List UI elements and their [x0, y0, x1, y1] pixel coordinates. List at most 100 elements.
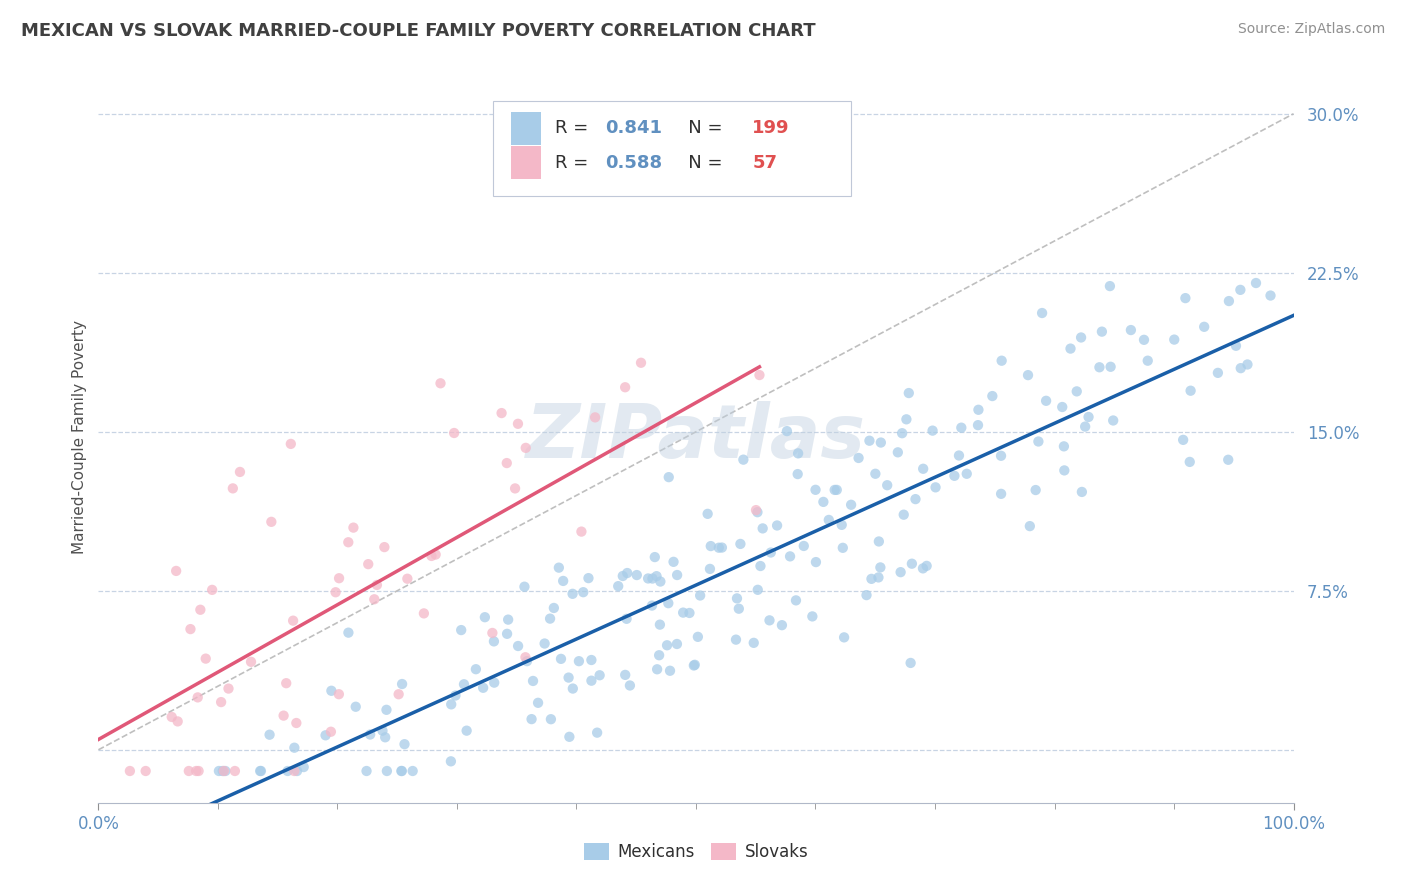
Point [557, 671, 579, 685]
Point [858, 434, 880, 448]
Point [583, 410, 606, 425]
Point [373, 540, 395, 554]
Point [637, 572, 659, 586]
Point [900, 656, 922, 670]
Point [315, 728, 337, 742]
Point [869, 435, 891, 450]
Point [1192, 319, 1215, 334]
Point [281, 614, 304, 628]
Point [187, 690, 209, 705]
Point [527, 696, 550, 710]
Point [482, 634, 505, 648]
Point [1059, 342, 1081, 356]
Point [586, 725, 609, 739]
Point [285, 716, 308, 731]
Point [214, 764, 236, 778]
Point [786, 467, 808, 481]
Point [375, 764, 398, 778]
Point [118, 764, 141, 778]
Point [578, 571, 600, 585]
Point [641, 572, 664, 586]
Bar [510, 146, 541, 179]
Point [785, 593, 807, 607]
Point [337, 625, 360, 640]
Point [943, 468, 966, 483]
Point [1236, 358, 1258, 372]
Point [700, 539, 723, 553]
Point [832, 631, 855, 645]
Text: 57: 57 [752, 153, 778, 172]
Point [1053, 463, 1076, 477]
Point [1260, 288, 1282, 302]
Point [1070, 484, 1092, 499]
Point [394, 737, 416, 751]
Point [209, 695, 232, 709]
Point [1017, 368, 1039, 383]
Point [793, 539, 815, 553]
Point [707, 541, 730, 555]
Point [1180, 384, 1202, 398]
Point [915, 558, 938, 573]
Point [658, 470, 681, 484]
Point [727, 601, 749, 615]
Point [224, 764, 246, 778]
Point [645, 569, 668, 583]
Point [1119, 323, 1142, 337]
Point [1244, 276, 1267, 290]
Point [260, 515, 283, 529]
Point [166, 714, 188, 729]
Point [491, 406, 513, 420]
Point [540, 712, 562, 726]
Point [758, 613, 780, 627]
Point [825, 483, 848, 497]
Point [682, 658, 704, 673]
Point [648, 617, 671, 632]
Point [328, 687, 350, 701]
Point [725, 591, 748, 606]
Point [759, 545, 782, 559]
Point [420, 549, 443, 563]
Point [547, 560, 569, 574]
Point [211, 764, 233, 778]
Point [860, 572, 883, 586]
Point [588, 668, 610, 682]
Point [240, 655, 263, 669]
Point [135, 764, 157, 778]
Point [626, 568, 648, 582]
Point [259, 728, 281, 742]
Point [641, 599, 664, 613]
Point [911, 561, 934, 575]
Point [165, 564, 187, 578]
Y-axis label: Married-Couple Family Poverty: Married-Couple Family Poverty [72, 320, 87, 554]
Point [893, 508, 915, 522]
Point [990, 353, 1012, 368]
Point [503, 482, 526, 496]
Point [1163, 333, 1185, 347]
Point [1225, 339, 1247, 353]
Point [956, 467, 979, 481]
Point [1174, 291, 1197, 305]
Text: MEXICAN VS SLOVAK MARRIED-COUPLE FAMILY POVERTY CORRELATION CHART: MEXICAN VS SLOVAK MARRIED-COUPLE FAMILY … [21, 22, 815, 40]
Point [456, 723, 478, 738]
Point [1035, 393, 1057, 408]
Point [745, 503, 768, 517]
Point [678, 606, 700, 620]
Point [515, 650, 537, 665]
Point [891, 426, 914, 441]
Point [496, 613, 519, 627]
Point [496, 627, 519, 641]
Point [319, 724, 342, 739]
Point [619, 678, 641, 692]
Point [901, 557, 924, 571]
Point [742, 636, 765, 650]
Point [614, 380, 637, 394]
Point [967, 402, 990, 417]
Point [1136, 353, 1159, 368]
Point [1102, 413, 1125, 427]
Point [391, 677, 413, 691]
Point [543, 601, 565, 615]
Point [520, 712, 543, 726]
Point [506, 417, 529, 431]
Point [724, 632, 747, 647]
Point [665, 637, 688, 651]
